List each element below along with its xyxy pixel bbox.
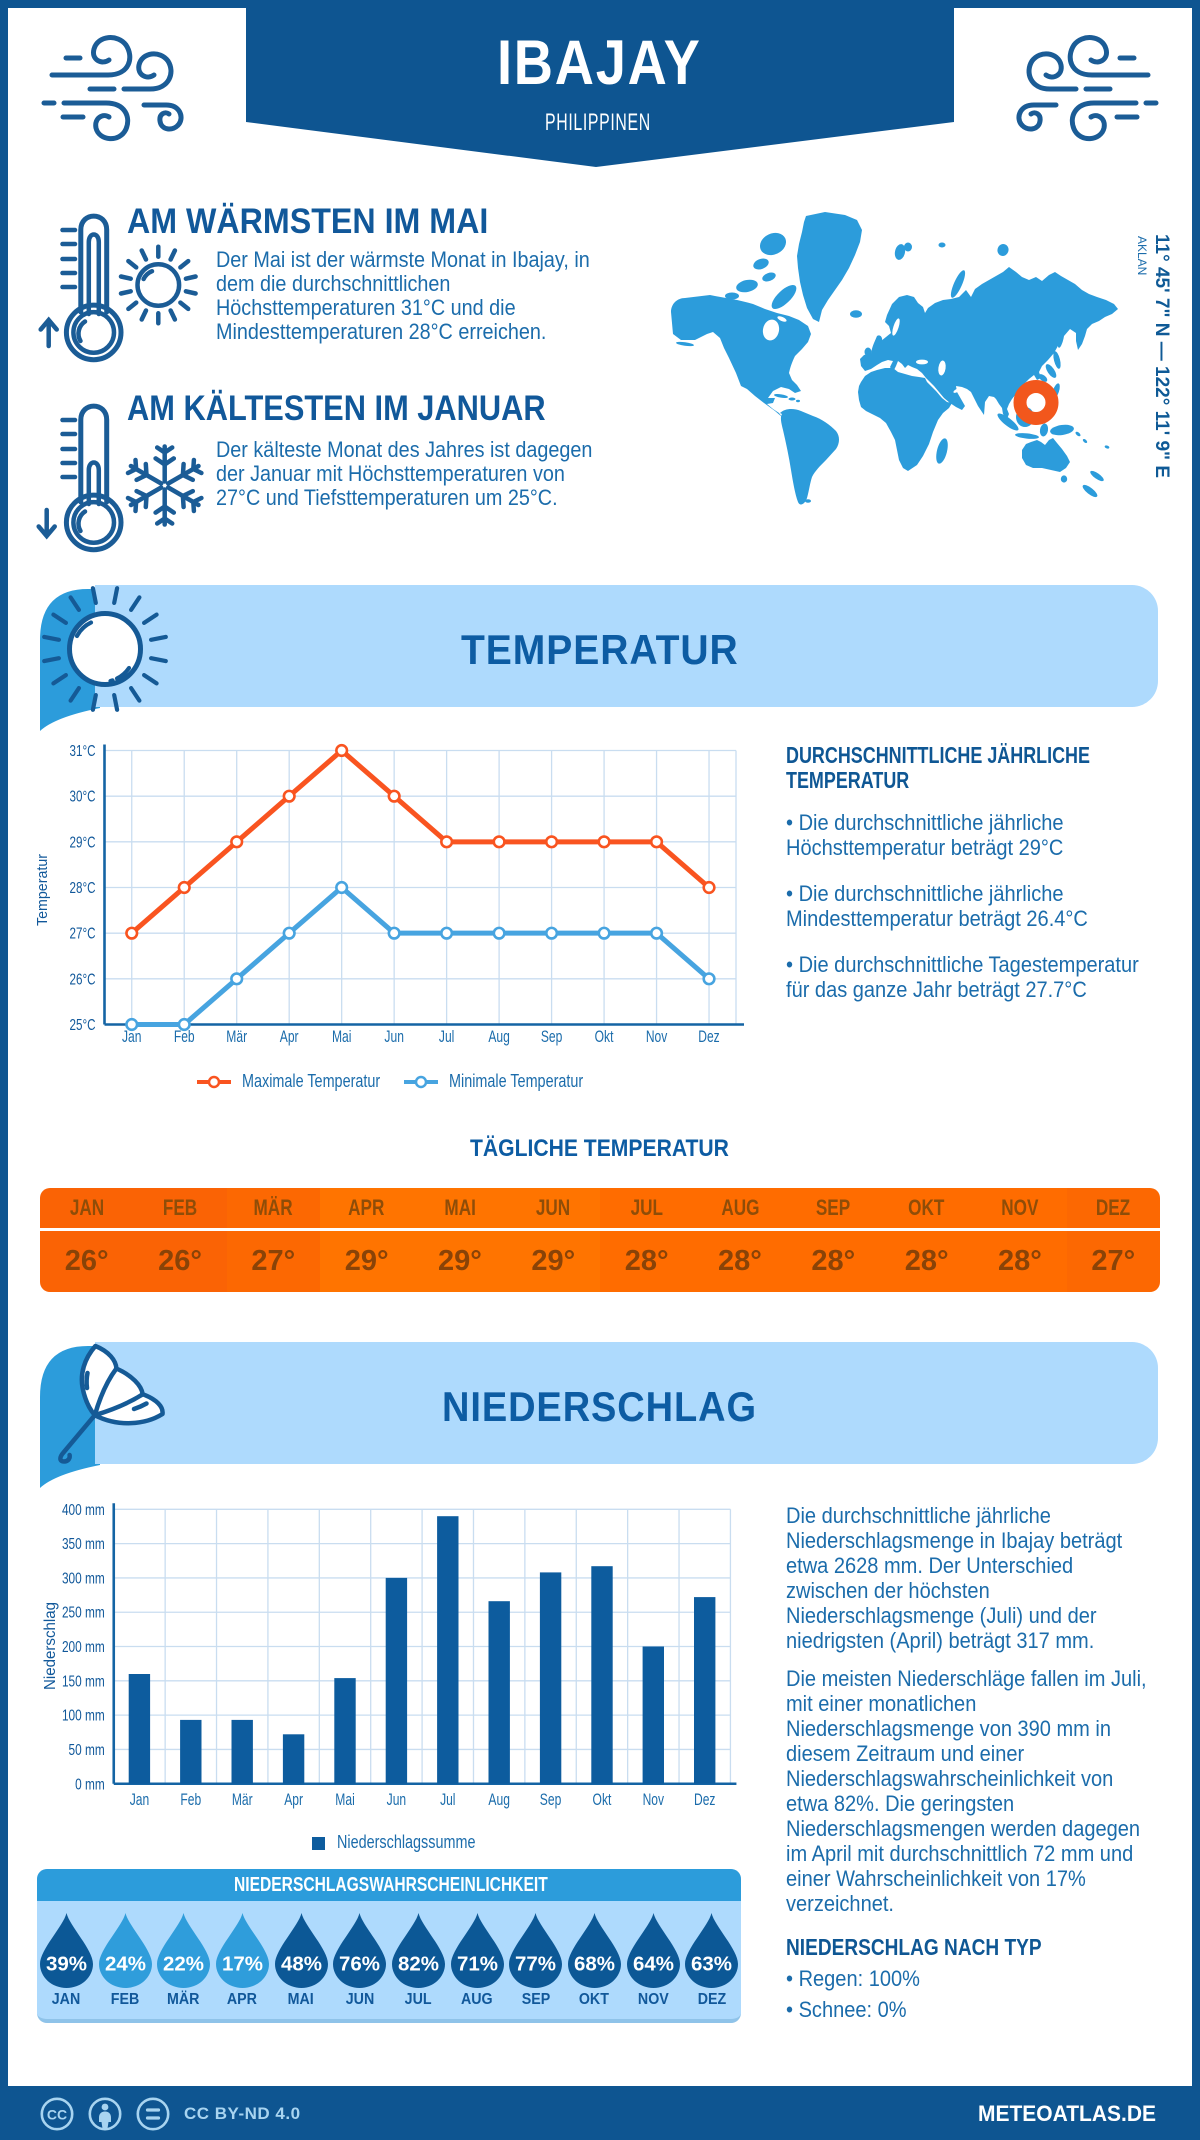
svg-text:Okt: Okt bbox=[593, 1790, 612, 1809]
svg-text:31°C: 31°C bbox=[70, 743, 96, 760]
svg-text:Jul: Jul bbox=[440, 1790, 455, 1809]
svg-text:CC: CC bbox=[47, 2107, 67, 2123]
svg-text:64%: 64% bbox=[633, 1954, 674, 1976]
svg-text:Mär: Mär bbox=[226, 1027, 247, 1046]
svg-text:300 mm: 300 mm bbox=[62, 1570, 105, 1587]
svg-text:150 mm: 150 mm bbox=[62, 1673, 105, 1690]
svg-text:17%: 17% bbox=[222, 1954, 263, 1976]
svg-text:400 mm: 400 mm bbox=[62, 1502, 105, 1519]
svg-text:68%: 68% bbox=[574, 1954, 615, 1976]
svg-text:82%: 82% bbox=[398, 1954, 439, 1976]
svg-text:Mai: Mai bbox=[335, 1790, 355, 1809]
svg-text:30°C: 30°C bbox=[70, 789, 96, 806]
svg-text:22%: 22% bbox=[163, 1954, 204, 1976]
svg-text:25°C: 25°C bbox=[70, 1017, 96, 1034]
svg-text:250 mm: 250 mm bbox=[62, 1605, 105, 1622]
svg-text:200 mm: 200 mm bbox=[62, 1639, 105, 1656]
svg-text:Jun: Jun bbox=[387, 1790, 407, 1809]
svg-text:Apr: Apr bbox=[284, 1790, 303, 1809]
svg-text:0 mm: 0 mm bbox=[75, 1776, 105, 1793]
svg-text:50 mm: 50 mm bbox=[69, 1742, 105, 1759]
svg-text:Niederschlag: Niederschlag bbox=[42, 1602, 59, 1690]
svg-text:76%: 76% bbox=[339, 1954, 380, 1976]
svg-text:Nov: Nov bbox=[646, 1027, 668, 1046]
svg-text:Jan: Jan bbox=[122, 1027, 142, 1046]
svg-text:Mär: Mär bbox=[232, 1790, 253, 1809]
svg-text:Jun: Jun bbox=[384, 1027, 404, 1046]
svg-text:29°C: 29°C bbox=[70, 834, 96, 851]
svg-text:Sep: Sep bbox=[540, 1790, 562, 1809]
svg-text:71%: 71% bbox=[457, 1954, 498, 1976]
svg-text:39%: 39% bbox=[46, 1954, 87, 1976]
svg-text:77%: 77% bbox=[515, 1954, 556, 1976]
svg-text:Jan: Jan bbox=[130, 1790, 150, 1809]
svg-text:Feb: Feb bbox=[174, 1027, 195, 1046]
svg-text:Aug: Aug bbox=[488, 1027, 510, 1046]
svg-text:Dez: Dez bbox=[698, 1027, 719, 1046]
svg-text:24%: 24% bbox=[105, 1954, 146, 1976]
svg-text:350 mm: 350 mm bbox=[62, 1536, 105, 1553]
svg-text:Sep: Sep bbox=[541, 1027, 563, 1046]
svg-text:Okt: Okt bbox=[595, 1027, 614, 1046]
svg-text:Dez: Dez bbox=[694, 1790, 715, 1809]
svg-text:Mai: Mai bbox=[332, 1027, 352, 1046]
svg-text:Temperatur: Temperatur bbox=[34, 854, 51, 926]
svg-text:28°C: 28°C bbox=[70, 880, 96, 897]
svg-text:Apr: Apr bbox=[280, 1027, 299, 1046]
svg-text:26°C: 26°C bbox=[70, 971, 96, 988]
svg-text:63%: 63% bbox=[691, 1954, 732, 1976]
svg-text:100 mm: 100 mm bbox=[62, 1708, 105, 1725]
svg-text:Aug: Aug bbox=[488, 1790, 510, 1809]
svg-text:27°C: 27°C bbox=[70, 926, 96, 943]
svg-text:Jul: Jul bbox=[439, 1027, 454, 1046]
svg-text:Feb: Feb bbox=[180, 1790, 201, 1809]
svg-text:48%: 48% bbox=[281, 1954, 322, 1976]
svg-text:Nov: Nov bbox=[643, 1790, 665, 1809]
